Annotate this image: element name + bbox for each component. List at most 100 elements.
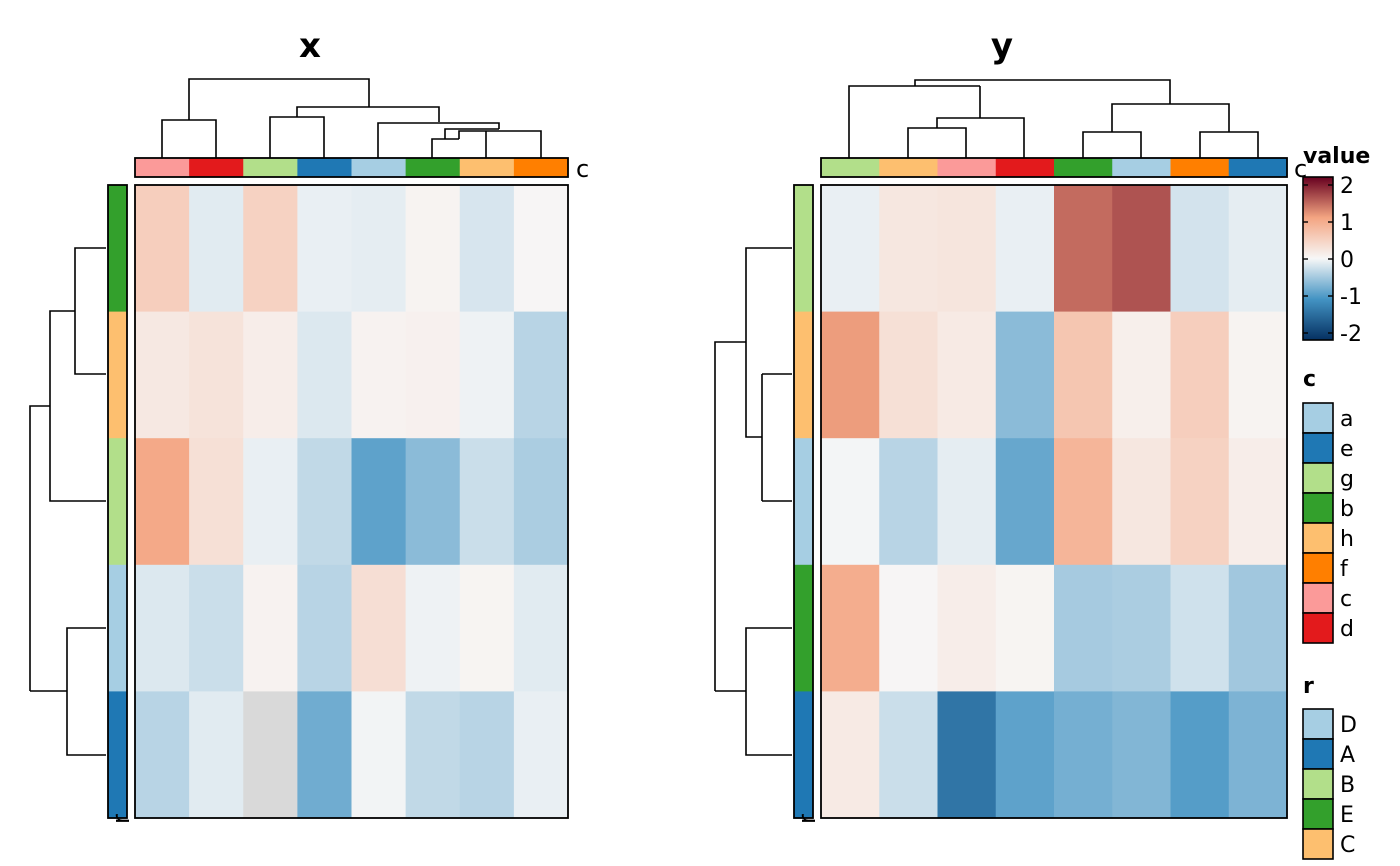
heatmap-x-cell: [513, 311, 569, 439]
heatmap-x-row-annotation-cell: [108, 311, 127, 439]
legend-c-item-label: f: [1340, 557, 1349, 582]
heatmap-y-column-annotation-cell: [1054, 158, 1113, 177]
heatmap-x-cell: [135, 438, 190, 566]
heatmap-y-cell: [821, 185, 880, 313]
heatmap-y-row-annotation-cell: [794, 691, 813, 819]
heatmap-x-row-annotation-cell: [108, 564, 127, 692]
heatmap-x-row-annotation-cell: [108, 691, 127, 819]
heatmap-y-row-annotation: [793, 184, 814, 819]
heatmap-y-title: y: [991, 26, 1013, 66]
legend-c-item-label: a: [1340, 407, 1353, 432]
heatmap-y-cell: [995, 185, 1055, 313]
heatmap-y-cell: [1170, 438, 1230, 566]
heatmap-y-row-dendrogram: [714, 247, 792, 756]
heatmap-x-cell: [243, 311, 298, 439]
heatmap-x-row-annotation-cell: [108, 185, 127, 313]
heatmap-y-cell: [1228, 691, 1288, 819]
heatmap-x-cell: [189, 438, 244, 566]
legend-r-item-swatch: [1302, 708, 1334, 740]
heatmap-y-cell: [1170, 185, 1230, 313]
heatmap-y-column-annotation-cell: [995, 158, 1055, 177]
heatmap-x-cell: [135, 691, 190, 819]
heatmap-y-cell: [995, 691, 1055, 819]
heatmap-y-body: [820, 184, 1288, 819]
legend-r-item-label: E: [1340, 803, 1354, 828]
heatmap-x-column-annotation-cell: [405, 158, 461, 177]
legend-r-item-swatch: [1302, 798, 1334, 830]
heatmap-y-cell: [879, 438, 939, 566]
heatmap-y-cell: [1112, 185, 1172, 313]
heatmap-y-cell: [1112, 311, 1172, 439]
heatmap-x-row-annotation-cell: [108, 438, 127, 566]
heatmap-x-cell: [297, 311, 353, 439]
heatmap-y-cell: [1112, 564, 1172, 692]
heatmap-x-cell: [189, 185, 244, 313]
heatmap-y-column-annotation-cell: [1170, 158, 1230, 177]
heatmap-x-column-annotation-cell: [513, 158, 569, 177]
heatmap-y-row-annotation-cell: [794, 438, 813, 566]
heatmap-x-cell: [513, 564, 569, 692]
heatmap-x-cell: [351, 311, 407, 439]
heatmap-x-cell: [243, 564, 298, 692]
heatmap-y-cell: [1170, 311, 1230, 439]
heatmap-x-cell: [459, 691, 515, 819]
heatmap-y-cell: [1054, 438, 1113, 566]
legend-r-item-swatch: [1302, 828, 1334, 860]
heatmap-x-column-annotation-cell: [459, 158, 515, 177]
heatmap-x: x c r: [29, 26, 589, 824]
heatmap-x-cell: [243, 185, 298, 313]
legend-c-item-swatch: [1302, 522, 1334, 554]
legend-r-item-label: B: [1340, 773, 1355, 798]
heatmap-y-cell: [1112, 438, 1172, 566]
heatmap-x-cell: [297, 185, 353, 313]
legend-r-item-label: A: [1340, 743, 1355, 768]
heatmap-x-row-annotation-frame: [107, 184, 128, 819]
legend-c-item-label: g: [1340, 467, 1354, 492]
heatmap-x-cell: [135, 185, 190, 313]
heatmap-y-cell: [1170, 564, 1230, 692]
legend-value-ticks: 2 1 0 -1 -2: [1303, 174, 1362, 347]
heatmap-y-cell: [937, 311, 997, 439]
heatmap-x-cell: [405, 185, 461, 313]
legend-r-item-swatch: [1302, 768, 1334, 800]
heatmap-x-cell: [135, 311, 190, 439]
heatmap-y-row-annotation-name: r: [793, 814, 821, 824]
heatmap-y-cell: [1228, 185, 1288, 313]
legend-c-item-label: c: [1340, 587, 1352, 612]
heatmap-x-column-dendrogram: [161, 78, 542, 158]
legend-c-title: c: [1303, 367, 1316, 392]
heatmap-y-cell: [937, 564, 997, 692]
legend-c-item-swatch: [1302, 402, 1334, 434]
heatmap-y-column-dendrogram: [848, 79, 1259, 158]
legend-c-item-swatch: [1302, 462, 1334, 494]
heatmap-x-cell: [135, 564, 190, 692]
heatmap-y-column-annotation-frame: [820, 157, 1288, 178]
heatmap-y-column-annotation-name: c: [1294, 155, 1307, 183]
heatmap-x-row-annotation-name: r: [107, 814, 135, 824]
heatmap-y-cell: [879, 564, 939, 692]
heatmap-x-cell: [459, 438, 515, 566]
heatmap-y-cell: [1054, 564, 1113, 692]
heatmap-y-cell: [995, 311, 1055, 439]
heatmap-x-cell: [297, 438, 353, 566]
heatmap-y-cell: [1228, 564, 1288, 692]
heatmap-y-column-annotation-cell: [1112, 158, 1172, 177]
heatmap-y-cell: [821, 564, 880, 692]
legend-value: value 2 1 0 -1 -2: [1302, 144, 1370, 347]
legend-c-item-label: d: [1340, 617, 1354, 642]
heatmap-x-column-annotation-cell: [297, 158, 353, 177]
legend-c-item-swatch: [1302, 552, 1334, 584]
heatmap-x-cell: [513, 691, 569, 819]
heatmap-x-cell: [351, 691, 407, 819]
heatmap-x-cell: [189, 311, 244, 439]
heatmap-x-cell: [189, 564, 244, 692]
heatmap-x-cell: [513, 438, 569, 566]
legend-c-item-label: b: [1340, 497, 1354, 522]
heatmap-y-row-annotation-cell: [794, 564, 813, 692]
heatmap-y-column-annotation-cell: [1228, 158, 1288, 177]
heatmap-x-cell: [297, 564, 353, 692]
heatmap-y-cell: [937, 185, 997, 313]
heatmap-y-cell: [1170, 691, 1230, 819]
